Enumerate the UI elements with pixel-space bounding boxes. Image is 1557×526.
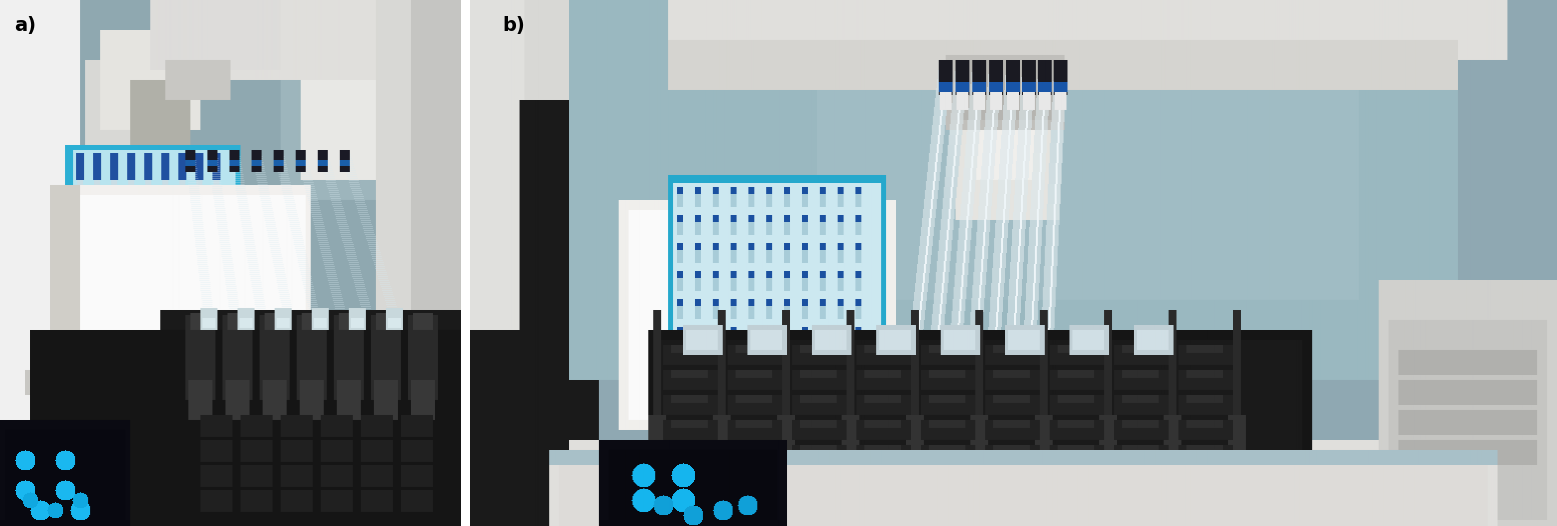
Text: b): b) <box>503 16 526 35</box>
Text: a): a) <box>14 16 36 35</box>
